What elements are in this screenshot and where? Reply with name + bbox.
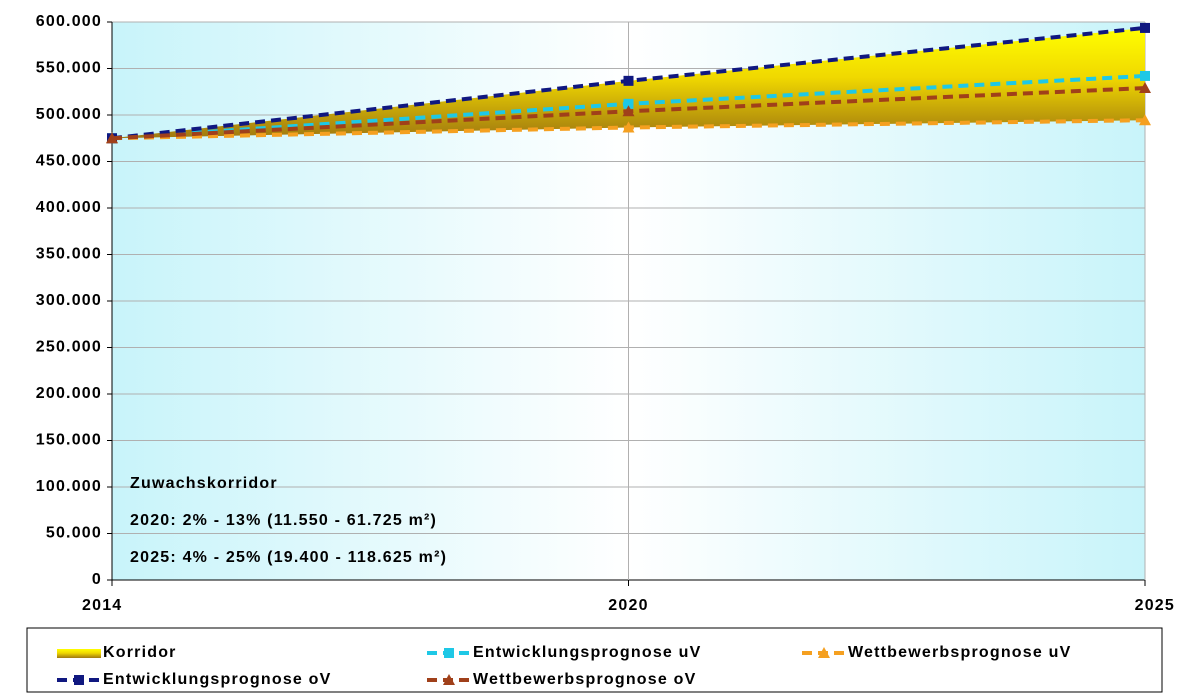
y-tick-label: 450.000 xyxy=(36,153,102,170)
x-tick-label: 2020 xyxy=(608,597,648,614)
y-tick-label: 400.000 xyxy=(36,199,102,216)
point-marker xyxy=(623,75,634,86)
y-tick-label: 350.000 xyxy=(36,246,102,263)
y-tick-label: 50.000 xyxy=(46,525,102,542)
point-marker xyxy=(622,121,635,133)
y-tick-label: 100.000 xyxy=(36,478,102,495)
annotation: 2025: 4% - 25% (19.400 - 118.625 m²) xyxy=(130,549,447,566)
annotation: 2020: 2% - 13% (11.550 - 61.725 m²) xyxy=(130,512,437,529)
annotation: Zuwachskorridor xyxy=(130,475,278,492)
legend-marker xyxy=(443,674,455,685)
y-tick-label: 250.000 xyxy=(36,339,102,356)
point-marker xyxy=(1139,114,1151,126)
y-tick-label: 600.000 xyxy=(36,13,102,30)
legend-label: Entwicklungsprognose uV xyxy=(473,644,702,661)
x-tick-label: 2014 xyxy=(82,597,122,614)
point-marker xyxy=(106,132,118,144)
legend-label: Wettbewerbsprognose oV xyxy=(473,671,696,688)
point-marker xyxy=(1140,22,1150,33)
y-tick-label: 150.000 xyxy=(36,432,102,449)
point-marker xyxy=(622,105,635,117)
legend-marker xyxy=(444,648,454,658)
point-marker xyxy=(1140,70,1150,81)
legend-label: Korridor xyxy=(103,644,177,661)
legend-swatch xyxy=(57,649,101,658)
y-tick-label: 0 xyxy=(92,571,102,588)
point-marker xyxy=(623,98,634,109)
legend-marker xyxy=(74,675,84,685)
legend-label: Entwicklungsprognose oV xyxy=(103,671,332,688)
legend-label: Wettbewerbsprognose uV xyxy=(848,644,1071,661)
point-marker xyxy=(1139,82,1151,94)
y-tick-label: 200.000 xyxy=(36,385,102,402)
y-tick-label: 550.000 xyxy=(36,60,102,77)
legend-marker xyxy=(818,647,830,658)
y-tick-label: 300.000 xyxy=(36,292,102,309)
y-tick-label: 500.000 xyxy=(36,106,102,123)
legend-box xyxy=(26,627,1163,693)
x-tick-label: 2025 xyxy=(1135,597,1175,614)
